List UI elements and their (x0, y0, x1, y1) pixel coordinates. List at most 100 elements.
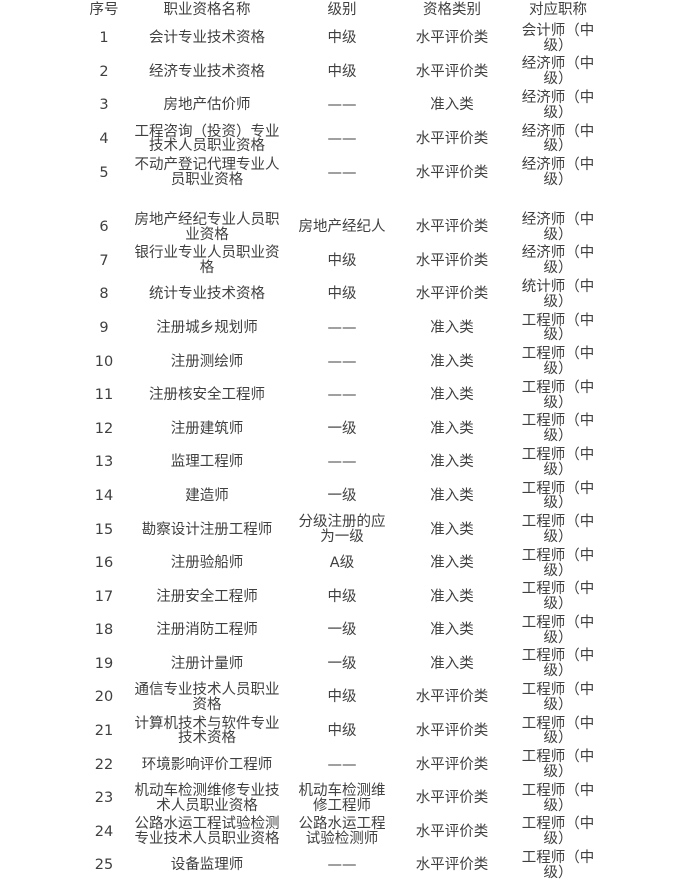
cell-title: 会计师（中 级） (521, 22, 595, 54)
cell-name: 机动车检测维修专业技 术人员职业资格 (134, 782, 280, 814)
cell-name: 不动产登记代理专业人 员职业资格 (134, 157, 280, 188)
table-row: 15 勘察设计注册工程师 分级注册的应 为一级 准入类 工程师（中 级） (76, 513, 614, 547)
cell-title: 工程师（中 级） (521, 782, 595, 814)
cell-category: 水平评价类 (415, 723, 489, 740)
table-row: 21 计算机技术与软件专业 技术资格 中级 水平评价类 工程师（中 级） (76, 715, 614, 749)
table-row: 14 建造师 一级 准入类 工程师（中 级） (76, 480, 614, 514)
cell-no: 23 (94, 790, 114, 807)
cell-name: 注册测绘师 (170, 353, 244, 370)
cell-no: 14 (94, 487, 114, 504)
cell-no: 21 (94, 723, 114, 740)
cell-title: 工程师（中 级） (521, 446, 595, 478)
cell-category: 水平评价类 (415, 286, 489, 303)
cell-name: 注册建筑师 (170, 420, 244, 437)
cell-level: 中级 (327, 689, 357, 706)
column-header-name: 职业资格名称 (163, 2, 251, 18)
cell-category: 准入类 (430, 454, 474, 471)
cell-level: —— (327, 454, 357, 471)
cell-name: 勘察设计注册工程师 (141, 521, 273, 538)
cell-name: 公路水运工程试验检测 专业技术人员职业资格 (134, 816, 280, 848)
table-row: 1 会计专业技术资格 中级 水平评价类 会计师（中 级） (76, 22, 614, 56)
cell-level: 中级 (327, 252, 357, 269)
cell-level: 中级 (327, 588, 357, 605)
cell-category: 水平评价类 (415, 823, 489, 840)
table-row: 16 注册验船师 A级 准入类 工程师（中 级） (76, 547, 614, 581)
cell-no: 8 (99, 286, 109, 303)
cell-level: 中级 (327, 723, 357, 740)
cell-name: 经济专业技术资格 (149, 63, 265, 80)
column-header-level: 级别 (327, 2, 357, 18)
cell-category: 准入类 (430, 319, 474, 336)
cell-level: 中级 (327, 30, 357, 47)
column-header-category: 资格类别 (423, 2, 481, 18)
cell-level: 房地产经纪人 (298, 219, 386, 236)
table-row: 20 通信专业技术人员职业 资格 中级 水平评价类 工程师（中 级） (76, 681, 614, 715)
cell-level: 一级 (327, 420, 357, 437)
cell-no: 5 (99, 164, 109, 181)
cell-category: 水平评价类 (415, 756, 489, 773)
cell-category: 水平评价类 (415, 857, 489, 874)
cell-title: 经济师（中 级） (521, 123, 595, 155)
cell-level: —— (327, 387, 357, 404)
cell-level: 公路水运工程 试验检测师 (298, 816, 386, 848)
cell-category: 水平评价类 (415, 130, 489, 147)
cell-name: 工程咨询（投资）专业 技术人员职业资格 (134, 123, 280, 155)
cell-category: 水平评价类 (415, 689, 489, 706)
table-row: 23 机动车检测维修专业技 术人员职业资格 机动车检测维 修工程师 水平评价类 … (76, 782, 614, 816)
cell-no: 16 (94, 555, 114, 572)
cell-level: A级 (329, 555, 355, 572)
table-row: 13 监理工程师 —— 准入类 工程师（中 级） (76, 446, 614, 480)
cell-category: 水平评价类 (415, 219, 489, 236)
cell-title: 工程师（中 级） (521, 547, 595, 579)
table-row: 25 设备监理师 —— 水平评价类 工程师（中 级） (76, 849, 614, 883)
cell-level: —— (327, 756, 357, 773)
cell-title: 工程师（中 级） (521, 816, 595, 848)
cell-name: 银行业专业人员职业资 格 (134, 245, 280, 277)
cell-category: 水平评价类 (415, 252, 489, 269)
table-row: 5 不动产登记代理专业人 员职业资格 —— 水平评价类 经济师（中 级） (76, 156, 614, 190)
cell-no: 22 (94, 756, 114, 773)
cell-name: 统计专业技术资格 (149, 286, 265, 303)
cell-no: 3 (99, 97, 109, 114)
cell-name: 注册核安全工程师 (149, 387, 265, 404)
cell-name: 设备监理师 (170, 857, 244, 874)
cell-category: 准入类 (430, 387, 474, 404)
cell-no: 24 (94, 823, 114, 840)
table-row: 8 统计专业技术资格 中级 水平评价类 统计师（中 级） (76, 278, 614, 312)
cell-name: 建造师 (185, 487, 229, 504)
cell-level: 一级 (327, 655, 357, 672)
cell-no: 13 (94, 454, 114, 471)
cell-category: 准入类 (430, 588, 474, 605)
cell-title: 工程师（中 级） (521, 413, 595, 445)
cell-title: 经济师（中 级） (521, 211, 595, 243)
cell-no: 9 (99, 319, 109, 336)
cell-title: 工程师（中 级） (521, 715, 595, 747)
cell-name: 环境影响评价工程师 (141, 756, 273, 773)
cell-no: 20 (94, 689, 114, 706)
cell-level: —— (327, 353, 357, 370)
cell-no: 11 (94, 387, 114, 404)
cell-title: 工程师（中 级） (521, 850, 595, 881)
cell-title: 统计师（中 级） (521, 278, 595, 310)
cell-level: 机动车检测维 修工程师 (298, 782, 386, 814)
cell-name: 房地产估价师 (163, 97, 251, 114)
cell-title: 工程师（中 级） (521, 749, 595, 781)
cell-category: 水平评价类 (415, 164, 489, 181)
cell-no: 6 (99, 219, 109, 236)
cell-name: 房地产经纪专业人员职 业资格 (134, 211, 280, 243)
cell-level: 中级 (327, 286, 357, 303)
cell-category: 准入类 (430, 655, 474, 672)
cell-name: 通信专业技术人员职业 资格 (134, 682, 280, 713)
cell-category: 准入类 (430, 555, 474, 572)
table-row: 22 环境影响评价工程师 —— 水平评价类 工程师（中 级） (76, 748, 614, 782)
column-header-no: 序号 (89, 2, 119, 18)
cell-level: 分级注册的应 为一级 (298, 514, 386, 545)
cell-title: 经济师（中 级） (521, 245, 595, 277)
table-row: 4 工程咨询（投资）专业 技术人员职业资格 —— 水平评价类 经济师（中 级） (76, 123, 614, 157)
table-row: 12 注册建筑师 一级 准入类 工程师（中 级） (76, 412, 614, 446)
cell-no: 7 (99, 252, 109, 269)
cell-title: 工程师（中 级） (521, 581, 595, 613)
cell-category: 准入类 (430, 97, 474, 114)
cell-title: 工程师（中 级） (521, 682, 595, 713)
row-gap-cell (76, 190, 614, 211)
